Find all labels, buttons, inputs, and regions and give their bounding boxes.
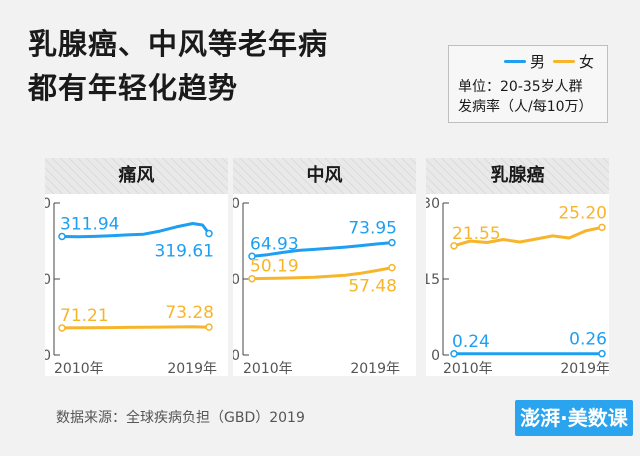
legend-unit-note: 单位：20-35岁人群 (458, 79, 583, 95)
point-end-female (388, 263, 396, 272)
y-tick-label: 50 (233, 272, 240, 288)
y-tick-label: 200 (45, 272, 51, 288)
y-tick-label: 0 (45, 348, 51, 364)
value-label-start-female: 21.55 (452, 224, 501, 244)
y-tick-label: 400 (45, 196, 51, 212)
series-line-female (250, 266, 394, 281)
point-start-female (248, 274, 256, 283)
legend-item-male: 男 (504, 51, 545, 72)
series-line-female (60, 325, 211, 330)
value-label-start-female: 50.19 (250, 257, 299, 277)
point-end-male (598, 349, 606, 358)
point-end-female (598, 223, 606, 232)
value-label-end-female: 73.28 (165, 303, 214, 323)
point-start-female (58, 324, 66, 332)
panel-stroke: 中风 0 50 100 2010年 2019年 64.93 73.95 50.19 57.48 (233, 158, 416, 376)
panel-title-gout: 痛风 (45, 158, 228, 194)
y-tick-label: 0 (233, 348, 240, 364)
legend-label-female: 女 (579, 53, 595, 71)
legend-item-female: 女 (553, 51, 594, 72)
panel-breast-cancer: 乳腺癌 0 15 30 2010年 2019年 0.24 0.26 21.55 25.20 (426, 158, 609, 376)
point-start-female (450, 242, 458, 250)
legend-line-female (553, 60, 575, 63)
point-start-male (450, 350, 458, 358)
point-end-male (388, 238, 396, 247)
legend: 男 女 单位：20-35岁人群 发病率（人/每10万） (448, 45, 608, 123)
series-line-female (452, 225, 604, 248)
x-tick-label: 2010年 (54, 361, 104, 376)
series-line-male (60, 222, 211, 239)
title-line-1: 乳腺癌、中风等老年病 (28, 27, 329, 61)
panel-title-breast-cancer: 乳腺癌 (426, 158, 609, 194)
point-end-male (205, 229, 213, 238)
legend-label-male: 男 (530, 53, 546, 71)
x-tick-label: 2010年 (443, 361, 493, 376)
chart-title: 乳腺癌、中风等老年病 都有年轻化趋势 (28, 22, 328, 110)
value-label-start-male: 311.94 (60, 214, 119, 234)
x-tick-label: 2019年 (167, 361, 217, 376)
panel-title-stroke: 中风 (233, 158, 416, 194)
x-tick-label: 2019年 (350, 361, 400, 376)
legend-line-male (504, 60, 526, 63)
value-label-end-male: 73.95 (348, 219, 397, 239)
x-tick-label: 2019年 (560, 361, 609, 376)
series-line-male (250, 241, 394, 258)
value-label-start-female: 71.21 (60, 306, 109, 326)
value-label-end-female: 25.20 (558, 203, 607, 223)
y-tick-label: 0 (431, 348, 440, 364)
y-tick-label: 15 (426, 272, 440, 288)
value-label-start-male: 0.24 (452, 332, 490, 352)
value-label-end-male: 0.26 (569, 330, 607, 350)
value-label-end-female: 57.48 (348, 277, 397, 297)
brand-logo: 澎湃·美数课 (515, 400, 633, 436)
title-line-2: 都有年轻化趋势 (28, 71, 239, 105)
value-label-start-male: 64.93 (250, 234, 299, 254)
point-start-male (58, 232, 66, 241)
chart-stroke: 0 50 100 2010年 2019年 64.93 73.95 50.19 57.48 (233, 196, 400, 376)
legend-rate-note: 发病率（人/每10万） (458, 99, 593, 115)
point-start-male (248, 252, 256, 261)
chart-gout: 0 200 400 2010年 2019年 311.94 319.61 71.21 73.28 (45, 196, 217, 376)
x-tick-label: 2010年 (243, 361, 293, 376)
y-tick-label: 100 (233, 196, 240, 212)
chart-breast-cancer: 0 15 30 2010年 2019年 0.24 0.26 21.55 25.20 (426, 196, 609, 376)
y-tick-label: 30 (426, 196, 440, 212)
panel-gout: 痛风 0 200 400 2010年 2019年 311.94 319.61 71.21 73.… (45, 158, 228, 376)
data-source: 数据来源：全球疾病负担（GBD）2019 (56, 410, 305, 426)
point-end-female (205, 323, 213, 331)
value-label-end-male: 319.61 (155, 242, 214, 262)
